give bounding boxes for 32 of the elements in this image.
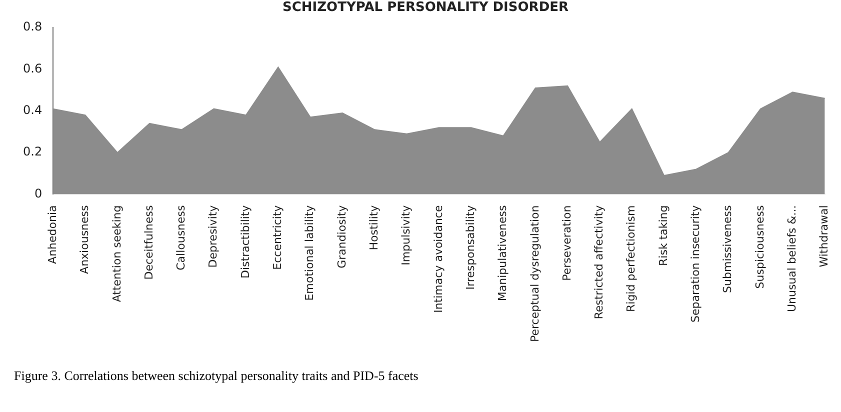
x-tick-label: Withdrawal	[818, 205, 831, 268]
y-tick-label: 0.6	[22, 61, 42, 76]
x-tick-label: Anxiousness	[78, 204, 92, 274]
x-tick-label: Distractibility	[238, 204, 252, 278]
x-tick-label: Impulsivity	[400, 204, 413, 266]
x-tick-label: Perceptual dysregulation	[528, 205, 542, 342]
x-tick-label: Manipulativeness	[496, 204, 510, 302]
x-tick-label: Submissiveness	[721, 204, 734, 293]
x-tick-label: Rigid perfectionism	[624, 205, 638, 312]
x-tick-label: Attention seeking	[110, 205, 124, 302]
x-tick-label: Grandiosity	[335, 204, 348, 268]
x-tick-label: Depresivity	[206, 204, 220, 268]
x-tick-label: Deceitfulness	[142, 204, 156, 280]
x-tick-label: Irresponsability	[464, 204, 477, 290]
y-tick-label: 0.8	[22, 20, 42, 34]
x-tick-label: Separation insecurity	[689, 204, 702, 323]
x-tick-label: Callousness	[174, 204, 188, 270]
caption: Figure 3. Correlations between schizotypal personality traits and PID-5 facets	[14, 368, 418, 384]
y-tick-label: 0.4	[22, 103, 42, 118]
x-tick-label: Eccentricity	[271, 204, 284, 270]
x-tick-label: Perseveration	[560, 205, 574, 281]
y-tick-label: 0	[34, 186, 42, 200]
x-tick-label: Anhedonia	[46, 205, 59, 264]
x-tick-label: Emotional lability	[303, 204, 316, 301]
x-tick-label: Restricted affectivity	[592, 204, 606, 320]
x-tick-label: Hostility	[367, 204, 380, 250]
x-tick-label: Unusual beliefs &...	[786, 205, 799, 312]
chart-title: SCHIZOTYPAL PERSONALITY DISORDER	[282, 0, 569, 16]
x-tick-label: Suspiciousness	[753, 204, 766, 289]
x-tick-label: Intimacy avoidance	[432, 205, 445, 313]
y-tick-label: 0.2	[22, 144, 42, 159]
x-tick-label: Risk taking	[656, 205, 670, 266]
